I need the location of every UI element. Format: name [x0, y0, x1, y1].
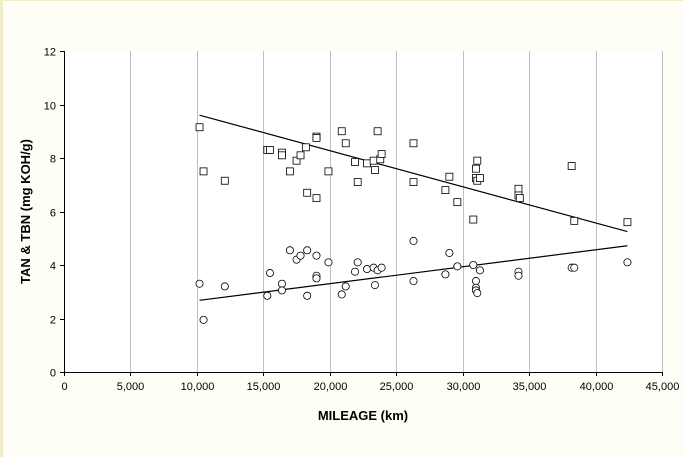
square-data-point — [476, 174, 484, 182]
x-tick-label: 20,000 — [314, 381, 348, 393]
square-data-point — [373, 127, 382, 136]
y-tick-labels: 0 2 4 6 8 10 12 — [44, 47, 56, 380]
square-data-point — [292, 156, 301, 165]
circle-data-point — [514, 271, 523, 280]
square-data-point — [515, 194, 524, 203]
circle-data-point — [277, 279, 286, 288]
circle-data-point — [570, 263, 579, 272]
x-tick-label: 5,000 — [117, 381, 145, 393]
square-series-trendline — [199, 114, 628, 233]
circle-data-point — [303, 246, 312, 255]
y-tick-label: 10 — [44, 101, 56, 113]
circle-data-point — [195, 279, 204, 288]
circle-data-point — [362, 265, 371, 274]
x-tick-labels: 0 5,000 10,000 15,000 20,000 25,000 30,000 35,0… — [61, 381, 679, 393]
circle-data-point — [312, 251, 321, 260]
square-data-point — [286, 167, 294, 176]
square-data-point — [363, 159, 371, 168]
circle-data-point — [263, 291, 272, 300]
square-data-point — [409, 139, 418, 148]
x-axis-title: MILEAGE (km) — [318, 408, 408, 423]
x-tick-label: 25,000 — [380, 381, 414, 393]
square-data-point — [469, 215, 478, 224]
circle-data-point — [623, 258, 632, 267]
square-data-point — [266, 146, 274, 154]
y-tick-label: 4 — [50, 261, 56, 273]
circle-data-point — [453, 262, 462, 271]
circle-data-point — [469, 260, 478, 269]
x-tick-label: 45,000 — [646, 381, 680, 393]
square-data-point — [195, 123, 204, 132]
square-data-point — [199, 167, 208, 176]
circle-data-point — [409, 236, 418, 245]
circle-data-point — [353, 258, 362, 267]
plot-area — [64, 51, 662, 372]
square-data-point — [353, 178, 362, 186]
data-points — [195, 123, 632, 324]
circle-data-point — [409, 277, 418, 286]
square-data-point — [341, 139, 350, 148]
square-data-point — [472, 164, 480, 173]
circle-data-point — [341, 282, 350, 291]
x-tick-label: 10,000 — [181, 381, 215, 393]
scatter-chart: 0 5,000 10,000 15,000 20,000 25,000 30,000 35,0… — [18, 47, 679, 424]
vertical-gridlines — [130, 51, 663, 372]
square-data-point — [623, 218, 632, 227]
x-tick-label: 35,000 — [513, 381, 547, 393]
circle-data-point — [441, 270, 450, 279]
y-tick-label: 8 — [50, 154, 56, 166]
square-data-point — [445, 172, 454, 181]
x-tick-label: 15,000 — [247, 381, 281, 393]
circle-data-point — [296, 251, 305, 260]
square-data-point — [377, 150, 386, 158]
circle-data-point — [445, 248, 454, 257]
square-data-point — [337, 127, 346, 136]
circle-data-point — [351, 267, 360, 276]
square-data-point — [371, 166, 379, 174]
circle-data-point — [199, 315, 208, 324]
square-data-point — [296, 151, 305, 160]
square-data-point — [303, 188, 312, 197]
y-tick-label: 12 — [44, 47, 56, 59]
square-data-point — [324, 167, 333, 176]
square-data-point — [278, 151, 286, 160]
circle-data-point — [324, 258, 333, 267]
square-data-point — [351, 158, 359, 166]
square-data-point — [312, 194, 321, 203]
circle-data-point — [312, 274, 321, 283]
square-data-point — [570, 216, 579, 225]
circle-data-point — [303, 291, 312, 300]
y-tick-label: 6 — [50, 208, 56, 220]
axes — [60, 51, 663, 376]
circle-data-point — [285, 246, 294, 255]
x-tick-label: 0 — [61, 381, 67, 393]
square-data-point — [369, 156, 378, 165]
circle-data-point — [377, 263, 386, 272]
square-data-point — [409, 178, 418, 186]
square-data-point — [453, 198, 462, 207]
square-data-point — [514, 184, 523, 193]
circle-data-point — [220, 282, 229, 291]
x-tick-label: 40,000 — [580, 381, 614, 393]
circle-data-point — [277, 286, 286, 295]
square-data-point — [473, 156, 482, 165]
square-data-point — [441, 186, 450, 195]
circle-data-point — [471, 277, 480, 286]
square-data-point — [567, 162, 576, 170]
circle-data-point — [265, 269, 274, 278]
circle-data-point — [475, 266, 484, 275]
circle-data-point — [473, 289, 482, 298]
y-tick-label: 2 — [50, 315, 56, 327]
square-data-point — [220, 176, 229, 185]
trendlines — [199, 114, 628, 301]
y-tick-label: 0 — [50, 368, 56, 380]
y-axis-title: TAN & TBN (mg KOH/g) — [18, 139, 33, 284]
circle-data-point — [337, 290, 346, 299]
square-data-point — [312, 134, 321, 142]
circle-series-trendline — [199, 245, 628, 301]
x-tick-label: 30,000 — [447, 381, 481, 393]
square-data-point — [301, 143, 310, 152]
circle-data-point — [370, 281, 379, 290]
